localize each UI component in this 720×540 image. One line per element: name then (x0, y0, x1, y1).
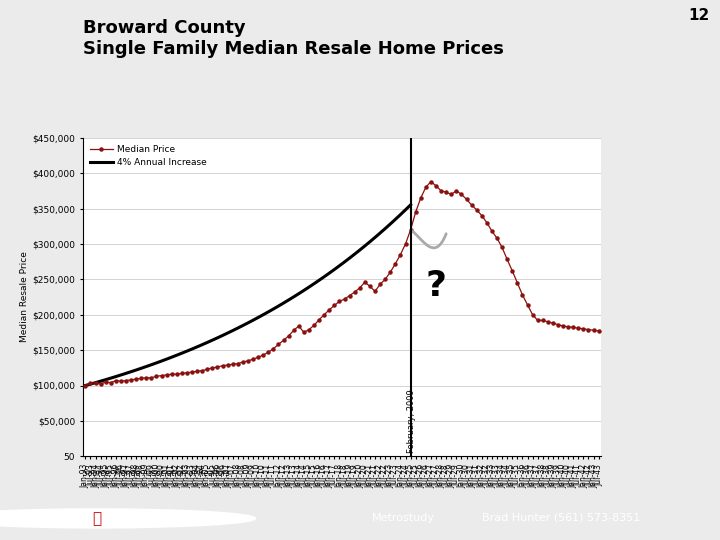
Median Price (594, 328, 603, 334)
4% Annual Increase (248, 317, 257, 323)
Median Price (528, 312, 537, 318)
Line: 4% Annual Increase: 4% Annual Increase (86, 205, 410, 386)
Text: ?: ? (426, 269, 447, 303)
Text: Brad Hunter (561) 573-8351: Brad Hunter (561) 573-8351 (482, 512, 641, 523)
4% Annual Increase (361, 242, 369, 249)
Median Price (447, 191, 456, 198)
Median Price (315, 316, 323, 323)
4% Annual Increase (396, 211, 405, 218)
Circle shape (0, 509, 256, 528)
Text: Broward County: Broward County (83, 19, 246, 37)
4% Annual Increase (406, 201, 415, 208)
Text: Source: Florida Association of Realtors: Source: Florida Association of Realtors (83, 469, 230, 478)
4% Annual Increase (218, 332, 227, 339)
4% Annual Increase (157, 358, 166, 365)
Y-axis label: Median Resale Price: Median Resale Price (20, 252, 30, 342)
Median Price (178, 370, 186, 377)
4% Annual Increase (178, 350, 186, 356)
Legend: Median Price, 4% Annual Increase: Median Price, 4% Annual Increase (87, 142, 210, 170)
Text: 12: 12 (688, 8, 709, 23)
Median Price (81, 382, 90, 389)
Median Price (427, 178, 436, 185)
Text: ⏻: ⏻ (93, 511, 102, 526)
Text: February, 2009: February, 2009 (407, 389, 415, 453)
Line: Median Price: Median Price (84, 180, 600, 387)
Median Price (193, 368, 202, 375)
Text: Metrostudy: Metrostudy (372, 512, 435, 523)
Median Price (487, 228, 496, 234)
Text: Single Family Median Resale Home Prices: Single Family Median Resale Home Prices (83, 40, 504, 58)
4% Annual Increase (81, 382, 90, 389)
